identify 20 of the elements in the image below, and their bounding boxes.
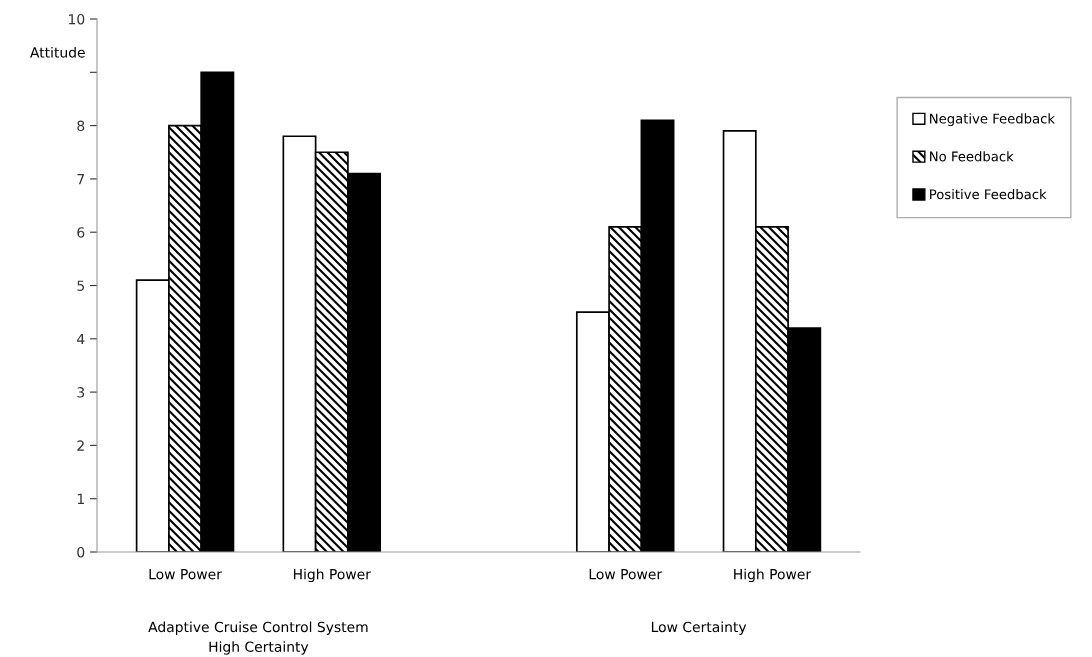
- y-tick-label: 5: [77, 280, 84, 291]
- y-tick-label: 1: [77, 493, 84, 504]
- x-tick-label: Low Power: [149, 569, 222, 580]
- y-tick-label: 8: [77, 120, 85, 132]
- text: Low Certainty: [651, 621, 747, 635]
- y-tick-label: 4: [77, 333, 85, 345]
- y-tick-label: 10: [69, 13, 85, 25]
- y-tick-label: 0: [77, 546, 85, 558]
- y-tick-label: 3: [77, 387, 85, 398]
- x-tick-label: High Power: [293, 568, 371, 583]
- y-tick-label: 2: [77, 440, 84, 451]
- legend-label: Negative Feedback: [930, 113, 1055, 127]
- legend-label: No Feedback: [930, 151, 1014, 162]
- legend-label: Positive Feedback: [930, 189, 1047, 200]
- x-tick-label: High Power: [734, 568, 812, 583]
- y-tick-label: 6: [77, 227, 85, 238]
- y-axis-title: Attitude: [30, 46, 85, 58]
- text: Adaptive Cruise Control System High Certainty: [148, 621, 368, 655]
- x-tick-label: Low Power: [589, 569, 663, 580]
- y-tick-label: 7: [77, 174, 85, 185]
